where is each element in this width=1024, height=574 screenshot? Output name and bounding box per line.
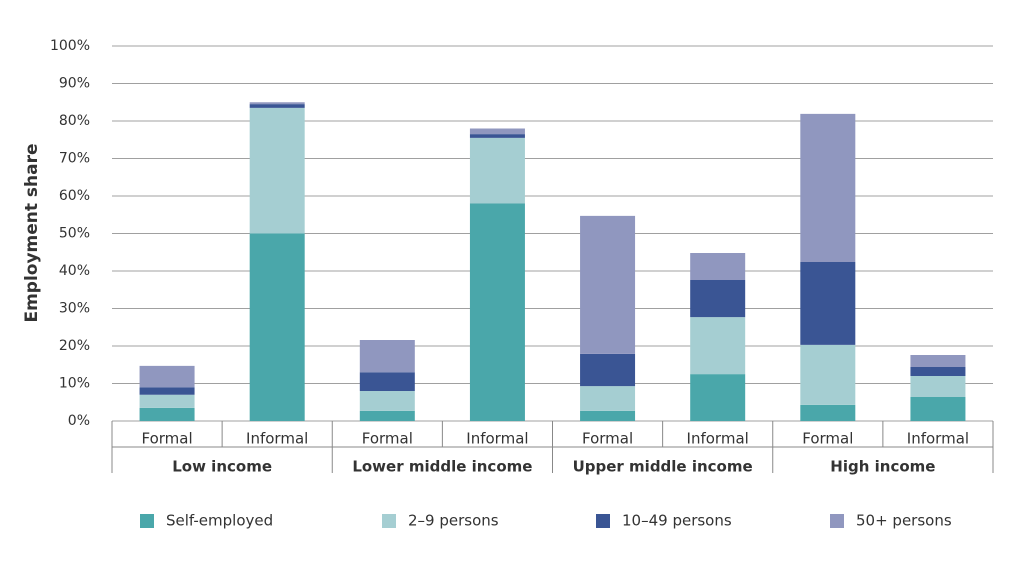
bar-segment — [910, 397, 966, 421]
y-tick-label: 50% — [59, 226, 90, 242]
bar-segment — [690, 280, 746, 318]
bar-segment — [139, 365, 195, 388]
bar-segment — [580, 410, 636, 421]
bar-segment — [249, 104, 305, 108]
y-axis-label: Employment share — [22, 143, 42, 322]
bar-segment — [580, 215, 636, 354]
bar-segment — [690, 253, 746, 280]
bar-segment — [690, 317, 746, 375]
legend-label: 10–49 persons — [622, 512, 732, 530]
y-tick-label: 0% — [68, 413, 90, 429]
bar-segment — [469, 128, 525, 135]
y-tick-label: 70% — [59, 151, 90, 167]
group-label: High income — [830, 458, 935, 476]
legend-swatch — [596, 514, 610, 528]
x-tick-label: Formal — [141, 430, 192, 448]
bar-segment — [800, 344, 856, 405]
bar-segment — [469, 134, 525, 138]
bar-segment — [690, 374, 746, 421]
x-tick-label: Formal — [802, 430, 853, 448]
bar-segment — [359, 391, 415, 411]
x-tick-label: Informal — [907, 430, 969, 448]
group-label: Low income — [172, 458, 272, 476]
bar-segment — [469, 203, 525, 421]
group-label: Upper middle income — [573, 458, 753, 476]
legend-label: 2–9 persons — [408, 512, 499, 530]
bar-segment — [139, 387, 195, 395]
bar-segment — [910, 376, 966, 397]
bar-segment — [800, 113, 856, 262]
bar-segment — [910, 367, 966, 376]
legend-swatch — [830, 514, 844, 528]
bar-segment — [800, 262, 856, 345]
bar-segment — [359, 410, 415, 421]
bar-segment — [139, 394, 195, 408]
bar-segment — [359, 340, 415, 373]
bar-segment — [359, 372, 415, 391]
bar-segment — [580, 386, 636, 411]
y-tick-label: 20% — [59, 338, 90, 354]
y-tick-label: 40% — [59, 263, 90, 279]
bar-segment — [800, 404, 856, 421]
y-tick-label: 100% — [50, 38, 90, 54]
legend-swatch — [382, 514, 396, 528]
bar-segment — [910, 355, 966, 367]
x-tick-label: Informal — [687, 430, 749, 448]
bar-segment — [249, 107, 305, 234]
x-tick-label: Informal — [246, 430, 308, 448]
bar-segment — [469, 137, 525, 204]
y-tick-label: 80% — [59, 113, 90, 129]
bar-segment — [249, 233, 305, 421]
bar-segment — [249, 102, 305, 105]
bar-segment — [139, 407, 195, 421]
group-label: Lower middle income — [352, 458, 532, 476]
legend-label: Self-employed — [166, 512, 273, 530]
legend-swatch — [140, 514, 154, 528]
bar-segment — [580, 353, 636, 387]
y-tick-label: 30% — [59, 301, 90, 317]
x-tick-label: Informal — [466, 430, 528, 448]
y-tick-label: 10% — [59, 376, 90, 392]
y-tick-label: 60% — [59, 188, 90, 204]
x-tick-label: Formal — [362, 430, 413, 448]
y-tick-label: 90% — [59, 76, 90, 92]
legend-label: 50+ persons — [856, 512, 952, 530]
x-tick-label: Formal — [582, 430, 633, 448]
